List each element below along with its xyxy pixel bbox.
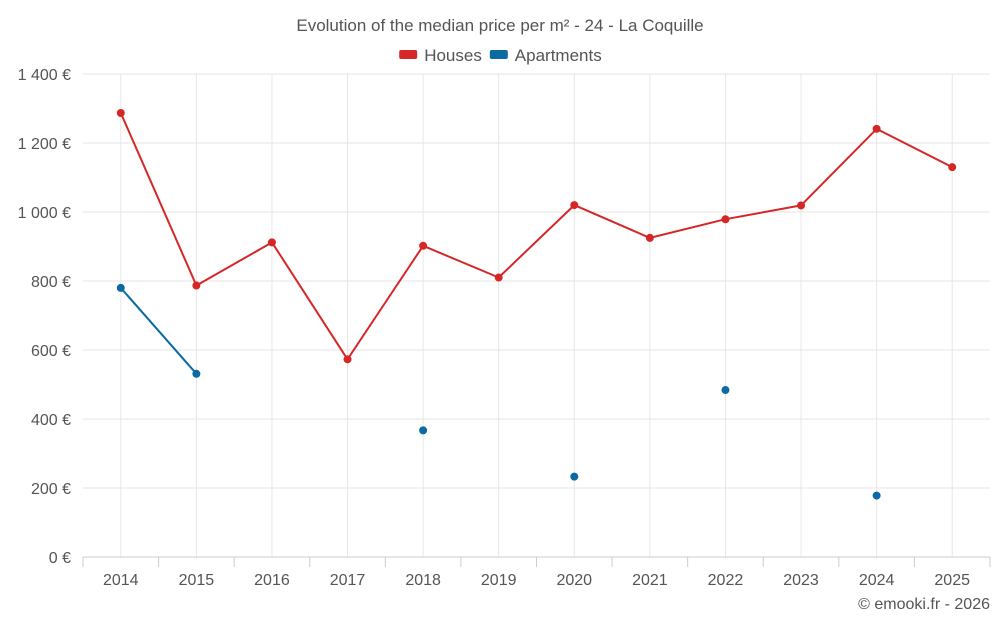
- x-tick-label: 2024: [859, 572, 895, 589]
- x-axis: 2014 2015 2016 2017 2018 2019 2020 2021 2022 2023…: [82, 556, 991, 589]
- x-tick-label: 2025: [934, 572, 970, 589]
- y-tick-label: 600 €: [31, 343, 71, 360]
- y-tick-label: 200 €: [31, 481, 71, 498]
- data-point-apartments[interactable]: [570, 472, 579, 481]
- x-tick-label: 2017: [330, 572, 366, 589]
- y-tick-label: 400 €: [31, 412, 71, 429]
- legend-label: Houses: [424, 46, 482, 65]
- y-tick-label: 800 €: [31, 274, 71, 291]
- data-point-apartments[interactable]: [721, 386, 730, 395]
- series-houses: [116, 108, 957, 364]
- y-tick-label: 0 €: [49, 550, 71, 567]
- data-point-houses[interactable]: [948, 163, 957, 172]
- legend-item-houses[interactable]: Houses: [399, 46, 482, 65]
- data-point-apartments[interactable]: [872, 491, 881, 500]
- x-tick-label: 2015: [179, 572, 215, 589]
- data-point-houses[interactable]: [872, 124, 881, 133]
- x-tick-label: 2021: [632, 572, 668, 589]
- data-point-houses[interactable]: [797, 201, 806, 210]
- x-tick-label: 2018: [405, 572, 441, 589]
- y-tick-label: 1 200 €: [18, 136, 71, 153]
- data-point-houses[interactable]: [570, 201, 579, 210]
- data-point-houses[interactable]: [343, 355, 352, 364]
- credit-text: © emooki.fr - 2026: [858, 596, 990, 613]
- series-line-houses: [119, 112, 953, 361]
- legend-label: Apartments: [515, 46, 602, 65]
- series-layer: [116, 108, 957, 500]
- x-tick-label: 2019: [481, 572, 517, 589]
- legend-swatch: [489, 50, 508, 59]
- data-point-apartments[interactable]: [116, 283, 125, 292]
- legend-item-apartments[interactable]: Apartments: [489, 46, 602, 65]
- data-point-apartments[interactable]: [419, 426, 428, 435]
- data-point-houses[interactable]: [419, 241, 428, 250]
- x-tick-label: 2020: [556, 572, 592, 589]
- data-point-houses[interactable]: [192, 281, 201, 290]
- series-line-apartments: [120, 287, 198, 375]
- y-axis: 0 € 200 € 400 € 600 € 800 € 1 000 € 1 200 € 1 4…: [18, 67, 71, 567]
- legend-swatch: [399, 50, 418, 59]
- data-point-houses[interactable]: [721, 215, 730, 224]
- x-tick-label: 2014: [103, 572, 139, 589]
- x-tick-label: 2022: [708, 572, 744, 589]
- x-tick-label: 2023: [783, 572, 819, 589]
- data-point-apartments[interactable]: [192, 369, 201, 378]
- y-tick-label: 1 000 €: [18, 205, 71, 222]
- y-tick-label: 1 400 €: [18, 67, 71, 84]
- data-point-houses[interactable]: [645, 233, 654, 242]
- grid: [83, 73, 990, 557]
- series-apartments: [116, 283, 881, 500]
- legend: Houses Apartments: [399, 46, 602, 65]
- x-tick-label: 2016: [254, 572, 290, 589]
- data-point-houses[interactable]: [494, 273, 503, 282]
- data-point-houses[interactable]: [116, 108, 125, 117]
- data-point-houses[interactable]: [267, 238, 276, 247]
- chart-title: Evolution of the median price per m² - 2…: [296, 16, 703, 35]
